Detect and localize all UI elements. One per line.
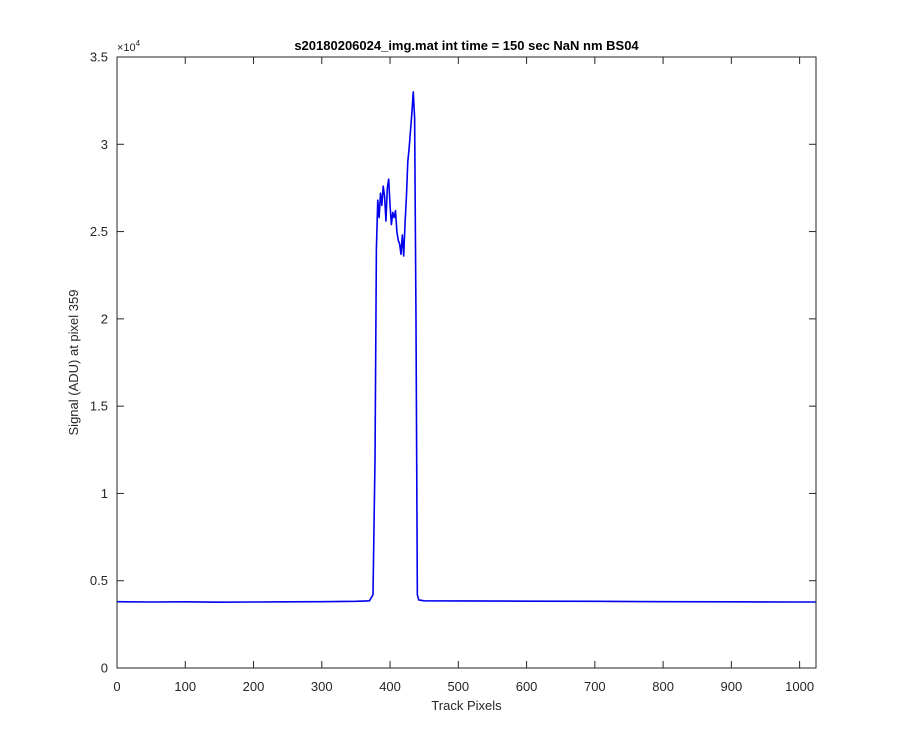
y-exponent-power: 4 (136, 39, 141, 48)
x-tick-label: 0 (113, 679, 120, 694)
series-line (116, 91, 816, 603)
x-tick-label: 100 (174, 679, 196, 694)
y-exponent-base: ×10 (117, 42, 136, 54)
x-tick-label: 900 (721, 679, 743, 694)
x-tick-label: 600 (516, 679, 538, 694)
y-axis: 0 0.5 1 1.5 2 2.5 3 3.5 (90, 50, 816, 676)
x-tick-label: 1000 (785, 679, 814, 694)
x-axis-label: Track Pixels (431, 698, 502, 713)
y-tick-label: 1.5 (90, 399, 108, 414)
x-tick-label: 300 (311, 679, 333, 694)
y-tick-label: 1 (101, 486, 108, 501)
chart-title: s20180206024_img.mat int time = 150 sec … (294, 38, 639, 53)
x-tick-label: 800 (652, 679, 674, 694)
y-tick-label: 3 (101, 137, 108, 152)
x-tick-label: 400 (379, 679, 401, 694)
y-axis-label: Signal (ADU) at pixel 359 (66, 290, 81, 436)
x-tick-label: 700 (584, 679, 606, 694)
y-tick-label: 2 (101, 311, 108, 326)
y-tick-label: 0 (101, 661, 108, 676)
y-tick-label: 3.5 (90, 50, 108, 65)
x-tick-label: 500 (447, 679, 469, 694)
x-axis: 0 100 200 300 400 500 600 700 800 900 1000 (113, 57, 814, 694)
y-tick-label: 0.5 (90, 573, 108, 588)
y-tick-label: 2.5 (90, 224, 108, 239)
plot-area (117, 57, 816, 668)
x-tick-label: 200 (243, 679, 265, 694)
axes-box (116, 56, 817, 669)
y-exponent-multiplier: ×104 (117, 39, 141, 54)
